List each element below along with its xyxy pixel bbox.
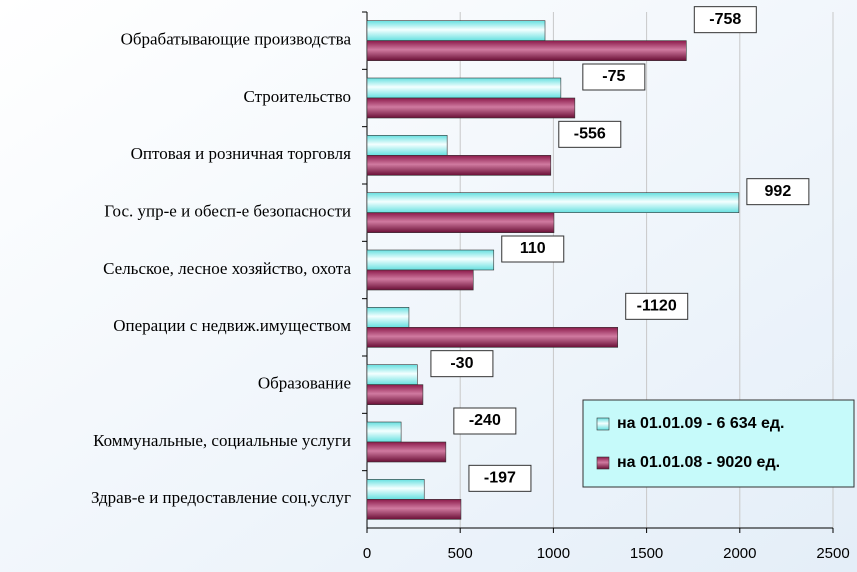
category-label: Строительство [244, 87, 351, 106]
category-label: Оптовая и розничная торговля [131, 144, 352, 163]
x-tick-label: 0 [363, 545, 371, 562]
bar [366, 97, 576, 119]
annotation-box [453, 407, 517, 435]
annotation-box [693, 6, 757, 34]
bar [366, 212, 555, 233]
bar [366, 307, 410, 328]
annotation-box [582, 63, 646, 91]
bar [366, 421, 402, 443]
annotation-box [430, 350, 494, 378]
category-label: Обрабатывающие производства [121, 30, 352, 49]
category-label: Сельское, лесное хозяйство, охота [103, 259, 351, 278]
annotation: -1120 [637, 298, 677, 315]
bar [366, 364, 418, 385]
bar [366, 249, 495, 271]
bar [366, 155, 552, 176]
x-tick-label: 2500 [816, 545, 849, 562]
bar [366, 499, 462, 520]
category-label: Операции с недвиж.имуществом [113, 316, 351, 335]
x-tick-label: 2000 [723, 545, 756, 562]
annotation: -758 [709, 11, 741, 28]
annotation: -240 [469, 412, 501, 429]
legend-swatch [596, 417, 610, 431]
legend-swatch [596, 456, 610, 470]
annotation-box [625, 292, 689, 320]
bar [366, 20, 546, 41]
category-label: Образование [258, 374, 351, 393]
bar [366, 441, 447, 463]
annotation: 992 [765, 183, 792, 200]
annotation-box [746, 178, 810, 206]
legend-label: на 01.01.09 - 6 634 ед. [617, 415, 785, 432]
bar [366, 77, 562, 99]
bar [366, 269, 474, 291]
legend-label: на 01.01.08 - 9020 ед. [617, 454, 780, 471]
annotation-box [501, 235, 565, 263]
bar [366, 135, 448, 156]
bar [366, 479, 425, 500]
x-tick-label: 1500 [630, 545, 663, 562]
bar [366, 384, 424, 405]
category-label: Коммунальные, социальные услуги [93, 431, 351, 450]
annotation: -30 [450, 355, 473, 372]
annotation: 110 [520, 240, 546, 257]
x-tick-label: 1000 [537, 545, 570, 562]
legend-box [582, 399, 855, 488]
annotation-box [558, 120, 622, 148]
annotation: -75 [602, 68, 625, 85]
bar [366, 192, 740, 213]
bar [366, 327, 619, 348]
annotation: -556 [574, 126, 606, 143]
annotation: -197 [484, 470, 516, 487]
x-tick-label: 500 [448, 545, 473, 562]
category-label: Гос. упр-е и обесп-е безопасности [104, 202, 351, 221]
annotation-box [468, 464, 532, 492]
category-label: Здрав-е и предоставление соц.услуг [91, 488, 351, 507]
bar [366, 40, 687, 61]
